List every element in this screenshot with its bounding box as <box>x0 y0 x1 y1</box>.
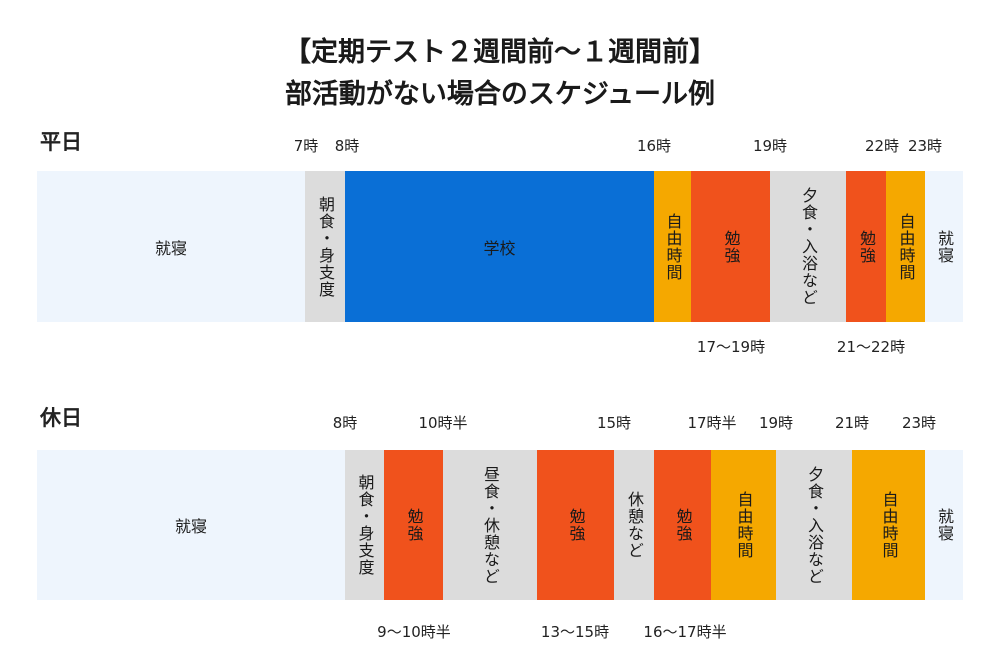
time-label: 15時 <box>596 414 632 432</box>
segment-breakfast: 朝食・身支度 <box>305 171 345 322</box>
time-label: 19時 <box>758 414 794 432</box>
holiday-label: 休日 <box>40 406 82 430</box>
segment-breakfast: 朝食・身支度 <box>345 450 384 600</box>
time-label: 7時 <box>293 137 319 155</box>
segment-school: 学校 <box>345 171 654 322</box>
segment-study: 勉強 <box>846 171 886 322</box>
time-label: 23時 <box>901 414 937 432</box>
segment-free-time: 自由時間 <box>711 450 776 600</box>
title-line-2: 部活動がない場合のスケジュール例 <box>284 79 716 110</box>
time-label: 21時 <box>834 414 870 432</box>
segment-study: 勉強 <box>537 450 614 600</box>
segment-study: 勉強 <box>654 450 711 600</box>
segment-dinner-bath: 夕食・入浴など <box>776 450 852 600</box>
segment-free-time: 自由時間 <box>886 171 925 322</box>
time-label: 17時半 <box>687 414 737 432</box>
segment-dinner-bath: 夕食・入浴など <box>770 171 846 322</box>
segment-sleep: 就寝 <box>925 171 963 322</box>
segment-sleep: 就寝 <box>37 171 305 322</box>
segment-lunch-rest: 昼食・休憩など <box>443 450 537 600</box>
title-line-1: 【定期テスト２週間前〜１週間前】 <box>284 37 716 68</box>
time-label: 22時 <box>864 137 900 155</box>
segment-study: 勉強 <box>691 171 770 322</box>
segment-sleep: 就寝 <box>37 450 345 600</box>
time-label: 8時 <box>334 137 360 155</box>
time-label: 10時半 <box>418 414 468 432</box>
study-time-label: 9〜10時半 <box>377 623 451 641</box>
segment-study: 勉強 <box>384 450 443 600</box>
study-time-label: 13〜15時 <box>540 623 610 641</box>
segment-free-time: 自由時間 <box>852 450 925 600</box>
segment-rest: 休憩など <box>614 450 654 600</box>
time-label: 8時 <box>332 414 358 432</box>
study-time-label: 17〜19時 <box>696 338 766 356</box>
segment-sleep: 就寝 <box>925 450 963 600</box>
time-label: 23時 <box>907 137 943 155</box>
study-time-label: 21〜22時 <box>836 338 906 356</box>
segment-free-time: 自由時間 <box>654 171 691 322</box>
time-label: 16時 <box>636 137 672 155</box>
weekday-label: 平日 <box>40 130 82 154</box>
time-label: 19時 <box>752 137 788 155</box>
study-time-label: 16〜17時半 <box>643 623 727 641</box>
